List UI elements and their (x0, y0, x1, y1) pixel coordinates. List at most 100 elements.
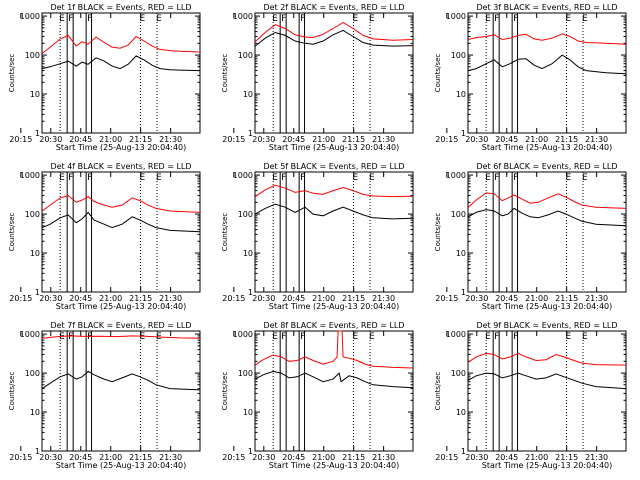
x-tick-label: 21:15 (555, 294, 578, 303)
y-tick-label: 10 (456, 408, 466, 417)
lld-series-line (41, 34, 201, 54)
flag-interval-box (279, 330, 287, 452)
event-marker-label: E (565, 332, 571, 342)
y-axis-label: Counts/sec (8, 372, 16, 411)
y-tick-label: 1 (35, 288, 40, 297)
flag-interval-box (279, 171, 287, 293)
event-marker-label: E (59, 14, 65, 24)
event-marker-label: E (59, 332, 65, 342)
y-tick-label: 10 (30, 408, 40, 417)
x-axis-label: Start Time (25-Aug-13 20:04:40) (269, 302, 400, 311)
y-axis-label: Counts/sec (434, 54, 442, 93)
flag-interval-box (66, 12, 74, 134)
plot-frame (41, 12, 201, 134)
y-tick-label: 100 (451, 51, 466, 60)
x-tick-label: 20:30 (465, 453, 488, 462)
y-tick-label: 100 (451, 369, 466, 378)
flag-interval-box (492, 12, 500, 134)
flag-interval-label: F (281, 14, 286, 24)
flag-interval-box (511, 12, 519, 134)
panel-4: Det 4f BLACK = Events, RED = LLD 1 10 100 10… (8, 162, 201, 311)
events-series-line (254, 370, 414, 389)
y-tick-label: 10 (456, 249, 466, 258)
events-series-line (467, 207, 627, 227)
y-tick-label: 10 (456, 90, 466, 99)
plot-frame (254, 330, 414, 452)
panel-title: Det 4f BLACK = Events, RED = LLD (50, 162, 191, 171)
flag-interval-box (511, 330, 519, 452)
panel-2: Det 2f BLACK = Events, RED = LLD 1 10 100 10… (221, 3, 414, 152)
x-tick-label: 21:30 (585, 294, 608, 303)
x-tick-label: 20:45 (69, 294, 92, 303)
x-tick-label: 20:30 (465, 294, 488, 303)
y-tick-label: 100 (25, 51, 40, 60)
y-tick-label: 1000 (446, 330, 466, 339)
x-tick-label: 20:15 (222, 135, 245, 144)
flag-interval-label: F (494, 14, 499, 24)
x-tick-label: 20:45 (69, 453, 92, 462)
event-marker-label: E (272, 332, 278, 342)
event-marker-label: E (272, 173, 278, 183)
x-tick-label: 21:15 (342, 453, 365, 462)
x-axis-label: Start Time (25-Aug-13 20:04:40) (269, 143, 400, 152)
x-tick-label: 21:00 (525, 294, 548, 303)
flag-interval-box (279, 12, 287, 134)
event-marker-label: E (565, 14, 571, 24)
plot-frame (41, 171, 201, 293)
x-tick-label: 21:30 (159, 294, 182, 303)
x-tick-label: 21:15 (555, 453, 578, 462)
event-marker-label: E (156, 173, 162, 183)
event-marker-label: E (582, 173, 588, 183)
panel-title: Det 5f BLACK = Events, RED = LLD (263, 162, 404, 171)
x-axis-label: Start Time (25-Aug-13 20:04:40) (482, 143, 613, 152)
event-marker-label: E (485, 173, 491, 183)
events-series-line (254, 29, 414, 47)
y-tick-label: 1 (35, 129, 40, 138)
x-axis-label: Start Time (25-Aug-13 20:04:40) (269, 461, 400, 470)
lld-series-line (42, 335, 201, 339)
x-tick-label: 21:30 (372, 135, 395, 144)
flag-interval-label: F (494, 332, 499, 342)
y-tick-label: 1 (248, 288, 253, 297)
x-tick-label: 21:00 (312, 294, 335, 303)
x-tick-label: 21:30 (585, 453, 608, 462)
x-tick-label: 20:30 (39, 294, 62, 303)
y-axis-label: Counts/sec (8, 213, 16, 252)
panel-title: Det 9f BLACK = Events, RED = LLD (476, 321, 617, 330)
flag-interval-label: F (300, 332, 305, 342)
flag-interval-label: F (300, 173, 305, 183)
x-axis-label: Start Time (25-Aug-13 20:04:40) (482, 302, 613, 311)
y-tick-label: 1000 (20, 12, 40, 21)
flag-interval-box (85, 171, 93, 293)
y-axis-label: Counts/sec (434, 213, 442, 252)
events-series-line (41, 370, 201, 391)
panel-7: Det 7f BLACK = Events, RED = LLD 1 10 100 10… (8, 321, 201, 470)
panel-title: Det 1f BLACK = Events, RED = LLD (50, 3, 191, 12)
x-tick-label: 21:30 (159, 135, 182, 144)
x-tick-label: 21:00 (312, 453, 335, 462)
flag-interval-box (511, 171, 519, 293)
y-tick-label: 100 (25, 210, 40, 219)
y-axis-label: Counts/sec (434, 372, 442, 411)
y-tick-label: 1000 (233, 12, 253, 21)
x-tick-label: 20:30 (252, 135, 275, 144)
x-tick-label: 21:00 (99, 294, 122, 303)
x-tick-label: 20:15 (9, 294, 32, 303)
event-marker-label: E (352, 173, 358, 183)
plot-frame (254, 171, 414, 293)
event-marker-label: E (582, 332, 588, 342)
y-tick-label: 10 (30, 90, 40, 99)
lld-series-line (468, 33, 627, 45)
lld-series-line (254, 330, 414, 369)
flag-interval-label: F (87, 332, 92, 342)
flag-interval-label: F (281, 332, 286, 342)
y-tick-label: 10 (243, 90, 253, 99)
y-tick-label: 1000 (20, 171, 40, 180)
x-tick-label: 20:15 (222, 294, 245, 303)
x-tick-label: 21:00 (99, 453, 122, 462)
flag-interval-label: F (87, 173, 92, 183)
x-tick-label: 21:30 (372, 294, 395, 303)
events-series-line (254, 203, 414, 220)
x-axis-label: Start Time (25-Aug-13 20:04:40) (56, 461, 187, 470)
flag-interval-label: F (68, 332, 73, 342)
